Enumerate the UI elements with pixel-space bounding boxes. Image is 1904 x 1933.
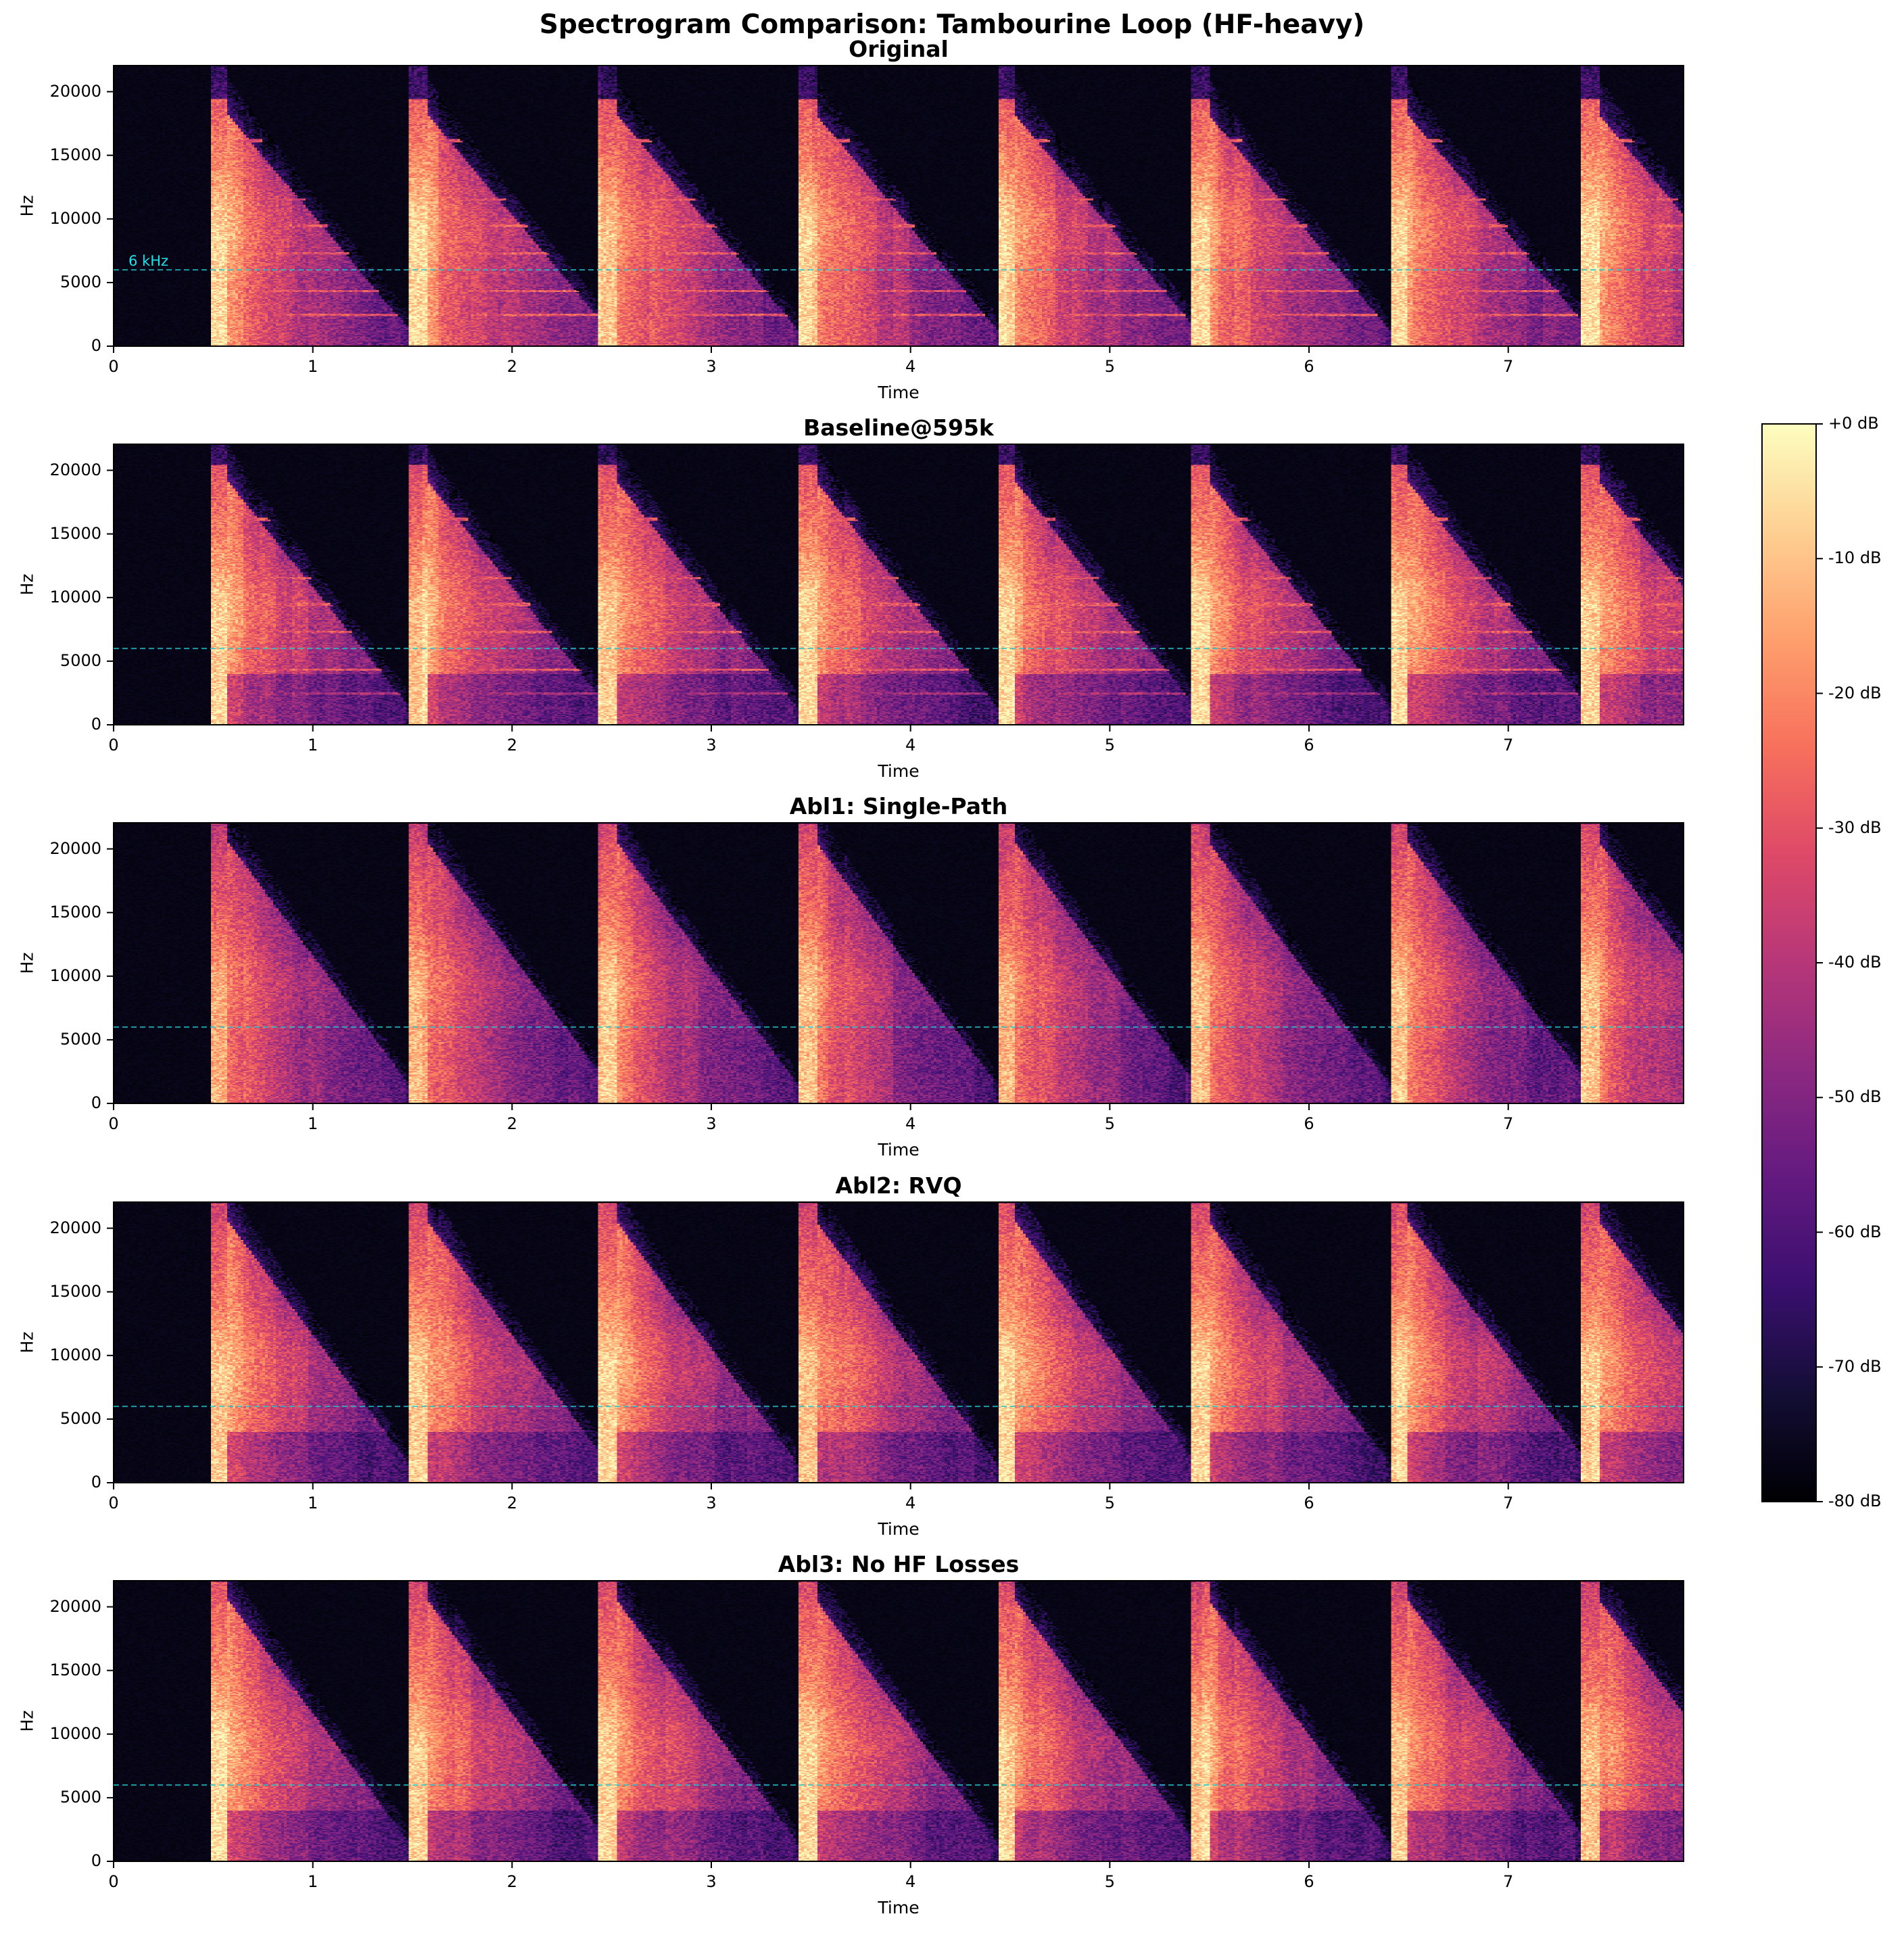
- x-tick-label: 4: [905, 357, 916, 376]
- y-tick-label: 10000: [49, 965, 101, 985]
- y-tick-label: 20000: [49, 1596, 101, 1616]
- panel-title: Abl3: No HF Losses: [778, 1551, 1020, 1577]
- colorbar-tick-label: -60 dB: [1828, 1222, 1882, 1241]
- spectrogram-image: [114, 1581, 1684, 1861]
- x-axis-label: Time: [878, 1898, 920, 1917]
- x-tick-label: 2: [506, 1114, 517, 1133]
- x-tick-label: 2: [506, 736, 517, 755]
- x-tick-label: 1: [308, 736, 318, 755]
- x-tick-label: 1: [308, 1114, 318, 1133]
- y-tick-label: 0: [91, 1851, 101, 1870]
- x-axis-label: Time: [878, 1519, 920, 1539]
- y-tick-label: 15000: [49, 145, 101, 164]
- x-tick-label: 2: [506, 1872, 517, 1891]
- x-tick-label: 5: [1104, 1872, 1115, 1891]
- y-tick-label: 0: [91, 1473, 101, 1491]
- x-tick-label: 0: [108, 357, 119, 376]
- x-tick-label: 1: [308, 1494, 318, 1512]
- colorbar-tick-label: -30 dB: [1828, 817, 1882, 837]
- y-tick-label: 15000: [49, 902, 101, 922]
- x-tick-label: 0: [108, 1872, 119, 1891]
- x-tick-label: 0: [108, 1494, 119, 1512]
- x-tick-label: 1: [308, 357, 318, 376]
- x-tick-label: 3: [706, 736, 717, 755]
- panel-title: Abl1: Single-Path: [789, 793, 1008, 819]
- x-tick-label: 0: [108, 736, 119, 755]
- spectrogram-image: [114, 444, 1684, 725]
- y-tick-label: 15000: [49, 1281, 101, 1301]
- x-tick-label: 6: [1304, 1872, 1314, 1891]
- colorbar-frame: [1761, 423, 1817, 1502]
- panel-title: Original: [849, 36, 949, 62]
- colorbar-tick-label: -70 dB: [1828, 1356, 1882, 1376]
- y-tick-label: 20000: [49, 460, 101, 479]
- panel-title: Baseline@595k: [803, 414, 994, 441]
- x-tick-label: 7: [1503, 1114, 1514, 1133]
- y-tick-label: 5000: [60, 272, 101, 291]
- x-tick-label: 2: [506, 1494, 517, 1512]
- axes-frame: [113, 822, 1684, 1104]
- x-tick-label: 0: [108, 1114, 119, 1133]
- spectrogram-image: [114, 66, 1684, 346]
- x-axis-label: Time: [878, 761, 920, 781]
- y-tick-label: 0: [91, 336, 101, 355]
- y-tick-label: 20000: [49, 838, 101, 858]
- reference-line-label: 6 kHz: [128, 253, 168, 269]
- panel-title: Abl2: RVQ: [835, 1172, 962, 1199]
- y-tick-label: 15000: [49, 523, 101, 543]
- x-tick-label: 3: [706, 1872, 717, 1891]
- y-tick-label: 20000: [49, 1218, 101, 1237]
- y-tick-label: 10000: [49, 1723, 101, 1743]
- x-axis-label: Time: [878, 383, 920, 402]
- spectrogram-image: [114, 823, 1684, 1103]
- spectrogram-image: [114, 1202, 1684, 1483]
- x-tick-label: 5: [1104, 1114, 1115, 1133]
- y-tick-label: 15000: [49, 1660, 101, 1679]
- colorbar-tick-label: -10 dB: [1828, 548, 1882, 568]
- x-tick-label: 5: [1104, 736, 1115, 755]
- x-tick-label: 6: [1304, 1494, 1314, 1512]
- y-tick-label: 5000: [60, 1408, 101, 1428]
- x-tick-label: 3: [706, 1114, 717, 1133]
- colorbar-tick-label: +0 dB: [1828, 414, 1879, 433]
- axes-frame: [113, 1201, 1684, 1483]
- y-tick-label: 10000: [49, 587, 101, 606]
- colorbar-tick-label: -80 dB: [1828, 1491, 1882, 1510]
- x-tick-label: 7: [1503, 1494, 1514, 1512]
- x-tick-label: 2: [506, 357, 517, 376]
- colorbar-gradient: [1762, 424, 1816, 1502]
- colorbar-tick-label: -20 dB: [1828, 683, 1882, 702]
- y-tick-label: 5000: [60, 1029, 101, 1049]
- axes-frame: [113, 444, 1684, 725]
- x-tick-label: 3: [706, 357, 717, 376]
- x-tick-label: 5: [1104, 357, 1115, 376]
- x-tick-label: 5: [1104, 1494, 1115, 1512]
- x-tick-label: 6: [1304, 1114, 1314, 1133]
- x-tick-label: 4: [905, 736, 916, 755]
- x-tick-label: 4: [905, 1494, 916, 1512]
- x-axis-label: Time: [878, 1140, 920, 1160]
- colorbar-tick-label: -50 dB: [1828, 1087, 1882, 1107]
- axes-frame: [113, 1580, 1684, 1862]
- y-tick-label: 10000: [49, 208, 101, 228]
- x-tick-label: 1: [308, 1872, 318, 1891]
- y-tick-label: 0: [91, 1093, 101, 1112]
- x-tick-label: 7: [1503, 1872, 1514, 1891]
- y-tick-label: 10000: [49, 1345, 101, 1364]
- x-tick-label: 4: [905, 1114, 916, 1133]
- y-tick-label: 5000: [60, 650, 101, 670]
- y-tick-label: 0: [91, 715, 101, 734]
- x-tick-label: 6: [1304, 736, 1314, 755]
- x-tick-label: 7: [1503, 357, 1514, 376]
- x-tick-label: 3: [706, 1494, 717, 1512]
- y-tick-label: 20000: [49, 81, 101, 101]
- y-tick-label: 5000: [60, 1787, 101, 1807]
- x-tick-label: 4: [905, 1872, 916, 1891]
- x-tick-label: 6: [1304, 357, 1314, 376]
- axes-frame: [113, 65, 1684, 347]
- colorbar-tick-label: -40 dB: [1828, 953, 1882, 972]
- figure-title: Spectrogram Comparison: Tambourine Loop …: [539, 9, 1365, 40]
- x-tick-label: 7: [1503, 736, 1514, 755]
